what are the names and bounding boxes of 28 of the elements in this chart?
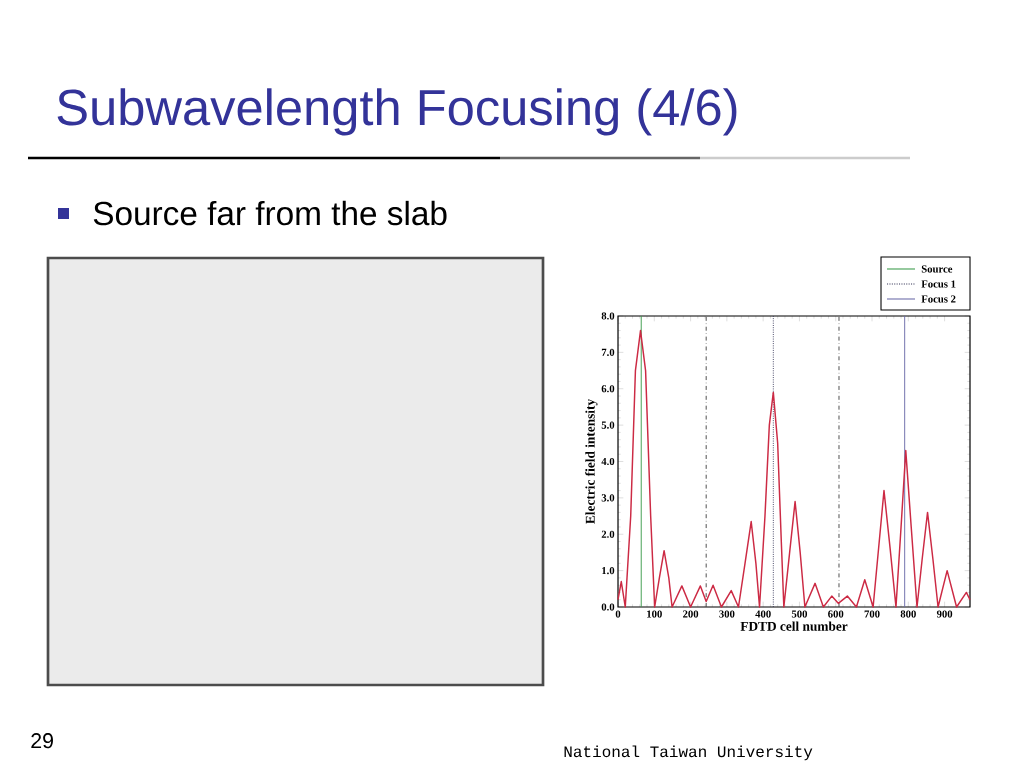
x-tick-label: 100	[647, 610, 662, 618]
x-tick-label: 300	[719, 610, 735, 618]
text: 29	[31, 733, 53, 749]
text: Source far from the slab	[93, 200, 447, 226]
y-tick-label: 4.0	[601, 457, 615, 466]
x-tick-label: 500	[791, 610, 808, 618]
legend-label: Source	[921, 265, 953, 273]
x-tick-label: 700	[864, 610, 880, 618]
y-tick-label: 3.0	[601, 494, 615, 502]
y-tick-label: 0.0	[601, 603, 615, 611]
chart-title: Subwavelength Focusing (4/6)	[57, 88, 737, 136]
y-axis-title: Electric field intensity	[585, 399, 598, 524]
x-axis-title: FDTD cell number	[740, 621, 848, 631]
y-tick-label: 2.0	[601, 530, 615, 538]
legend-label: Focus 1	[921, 280, 956, 288]
x-tick-label: 200	[683, 610, 699, 618]
y-tick-label: 6.0	[601, 385, 615, 393]
x-tick-label: 600	[828, 610, 844, 618]
x-tick-label: 400	[755, 610, 771, 618]
y-tick-label: 7.0	[601, 348, 615, 356]
y-tick-label: 5.0	[601, 421, 615, 429]
y-tick-label: 8.0	[601, 312, 615, 320]
x-tick-label: 800	[900, 610, 916, 618]
legend-label: Focus 2	[921, 295, 956, 303]
x-tick-label: 900	[936, 610, 953, 618]
text: National Taiwan University	[564, 745, 813, 761]
x-tick-label: 0	[615, 610, 621, 618]
y-tick-label: 1.0	[602, 567, 615, 575]
